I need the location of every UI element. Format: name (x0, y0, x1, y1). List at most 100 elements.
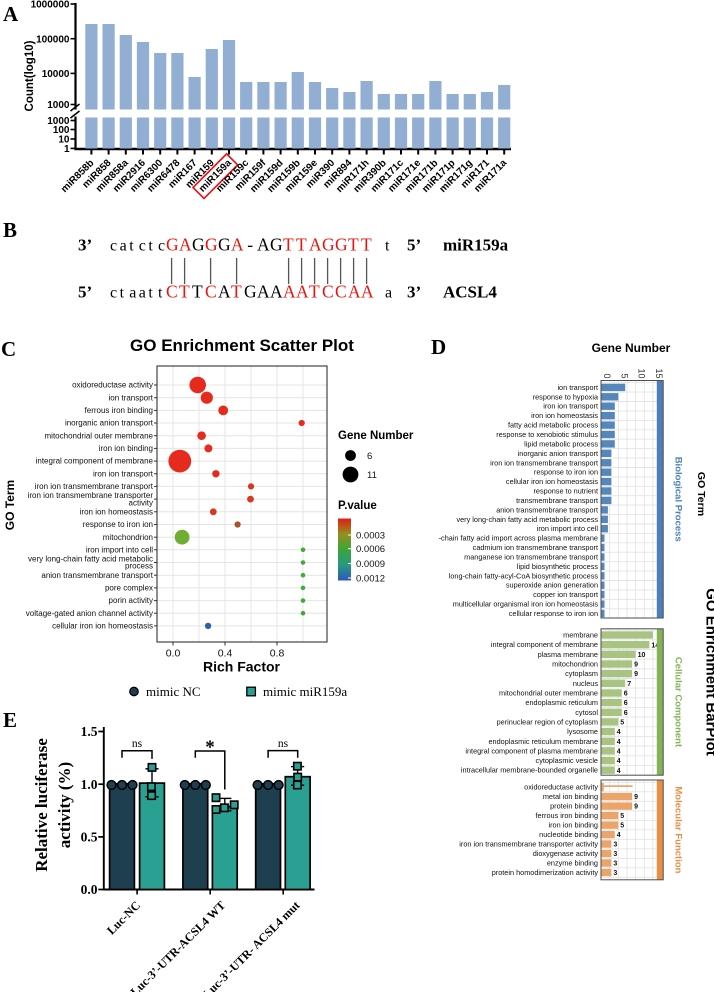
svg-text:voltage-gated anion channel ac: voltage-gated anion channel activity (26, 609, 153, 618)
svg-text:iron ion transmembrane transpo: iron ion transmembrane transport (490, 458, 598, 467)
svg-text:5: 5 (620, 813, 624, 820)
svg-text:long-chain fatty-acyl-CoA bios: long-chain fatty-acyl-CoA biosynthetic p… (449, 571, 599, 580)
svg-text:endoplasmic reticulum membrane: endoplasmic reticulum membrane (489, 737, 599, 746)
svg-text:1000: 1000 (47, 100, 70, 111)
svg-text:nucleotide binding: nucleotide binding (539, 830, 598, 839)
svg-text:c: c (110, 285, 117, 302)
svg-text:T: T (361, 235, 372, 255)
svg-text:process: process (125, 562, 153, 571)
svg-text:10000: 10000 (42, 69, 70, 80)
svg-text:A: A (270, 282, 283, 302)
svg-text:G: G (192, 235, 205, 255)
svg-text:iron ion homeostasis: iron ion homeostasis (80, 507, 153, 516)
svg-text:integral component of plasma m: integral component of plasma membrane (465, 746, 598, 755)
svg-text:9: 9 (634, 794, 638, 801)
svg-text:Relative luciferase: Relative luciferase (32, 738, 51, 872)
svg-text:10: 10 (58, 135, 70, 146)
svg-text:Gene Number: Gene Number (592, 341, 671, 355)
svg-text:perinuclear region of cytoplas: perinuclear region of cytoplasm (497, 717, 598, 726)
svg-text:1.0: 1.0 (81, 777, 98, 792)
svg-text:3: 3 (613, 861, 617, 868)
svg-text:t: t (158, 285, 163, 302)
svg-text:11: 11 (367, 470, 377, 481)
svg-text:6: 6 (367, 451, 372, 462)
svg-text:*: * (205, 737, 215, 758)
svg-text:response to xenobiotic stimulu: response to xenobiotic stimulus (496, 430, 598, 439)
svg-text:a: a (385, 285, 392, 302)
svg-text:activity: activity (129, 498, 153, 507)
svg-text:A: A (283, 282, 296, 302)
svg-text:plasma membrane: plasma membrane (538, 650, 598, 659)
svg-text:c: c (110, 238, 117, 255)
svg-text:oxidoreductase activity: oxidoreductase activity (72, 381, 153, 390)
svg-text:-chain fatty acid import acros: -chain fatty acid import across plasma m… (439, 534, 598, 543)
svg-text:pore complex: pore complex (105, 584, 153, 593)
svg-text:0.4: 0.4 (218, 648, 233, 660)
svg-text:0.5: 0.5 (81, 830, 98, 845)
svg-text:superoxide anion generation: superoxide anion generation (506, 581, 598, 590)
svg-text:miR159a: miR159a (443, 236, 509, 255)
svg-text:activity (%): activity (%) (55, 762, 74, 848)
svg-text:t: t (148, 285, 153, 302)
svg-text:10: 10 (637, 368, 647, 378)
svg-text:cellular response to iron ion: cellular response to iron ion (509, 609, 598, 618)
svg-text:GO Enrichment Scatter Plot: GO Enrichment Scatter Plot (130, 336, 354, 355)
svg-text:3: 3 (613, 870, 617, 877)
svg-text:enzyme binding: enzyme binding (547, 859, 598, 868)
svg-text:GO Term: GO Term (695, 472, 707, 516)
svg-text:Biological Process: Biological Process (673, 457, 684, 542)
svg-text:inorganic anion transport: inorganic anion transport (518, 449, 598, 458)
svg-text:A: A (361, 282, 374, 302)
svg-text:1.5: 1.5 (81, 724, 98, 739)
svg-text:response to nutrient: response to nutrient (534, 487, 599, 496)
svg-text:Luc-NC: Luc-NC (104, 898, 143, 937)
svg-text:15: 15 (654, 368, 664, 378)
svg-text:A: A (218, 282, 231, 302)
svg-text:14: 14 (651, 642, 659, 649)
svg-text:oxidoreductase activity: oxidoreductase activity (524, 783, 598, 792)
svg-text:G: G (322, 235, 335, 255)
svg-text:iron import into cell: iron import into cell (86, 545, 153, 554)
svg-text:Molecular Function: Molecular Function (673, 786, 684, 873)
svg-text:iron ion binding: iron ion binding (549, 821, 599, 830)
svg-text:6: 6 (624, 691, 628, 698)
svg-text:inorganic anion transport: inorganic anion transport (65, 419, 154, 428)
svg-text:G: G (335, 235, 348, 255)
svg-text:response to hypoxia: response to hypoxia (533, 392, 599, 401)
svg-text:Rich Factor: Rich Factor (203, 659, 281, 675)
svg-text:T: T (309, 282, 320, 302)
svg-text:A: A (231, 235, 244, 255)
svg-text:a: a (120, 238, 127, 255)
svg-text:G: G (205, 235, 218, 255)
svg-text:t: t (148, 238, 153, 255)
svg-text:transmembrane transport: transmembrane transport (516, 496, 598, 505)
svg-text:3: 3 (613, 851, 617, 858)
svg-text:porin activity: porin activity (109, 596, 153, 605)
svg-text:A: A (348, 282, 361, 302)
svg-text:cadmium ion transmembrane tran: cadmium ion transmembrane transport (473, 543, 598, 552)
svg-text:100: 100 (53, 125, 70, 136)
svg-text:GO Term: GO Term (3, 480, 17, 530)
svg-text:ferrous iron binding: ferrous iron binding (85, 406, 153, 415)
svg-text:0.0012: 0.0012 (356, 573, 385, 584)
svg-text:a: a (129, 285, 136, 302)
svg-text:lysosome: lysosome (567, 727, 598, 736)
svg-text:-: - (247, 235, 253, 255)
svg-text:t: t (129, 238, 134, 255)
svg-text:fatty acid metabolic process: fatty acid metabolic process (508, 421, 598, 430)
svg-text:7: 7 (627, 681, 631, 688)
svg-text:intracellular membrane-bounded: intracellular membrane-bounded organelle (461, 766, 598, 775)
svg-text:cellular iron ion homeostasis: cellular iron ion homeostasis (52, 622, 153, 631)
svg-text:mitochondrion: mitochondrion (552, 660, 598, 669)
svg-text:3’: 3’ (407, 283, 421, 302)
svg-text:cytoplasmic vesicle: cytoplasmic vesicle (536, 756, 598, 765)
svg-text:A: A (309, 235, 322, 255)
svg-text:mitochondrial outer membrane: mitochondrial outer membrane (45, 431, 154, 440)
svg-text:G: G (166, 235, 179, 255)
svg-text:3’: 3’ (78, 236, 92, 255)
svg-text:C: C (1, 337, 16, 361)
svg-text:A: A (179, 235, 192, 255)
svg-text:0.0: 0.0 (166, 648, 181, 660)
svg-text:integral component of membrane: integral component of membrane (491, 640, 598, 649)
svg-text:4: 4 (617, 768, 621, 775)
